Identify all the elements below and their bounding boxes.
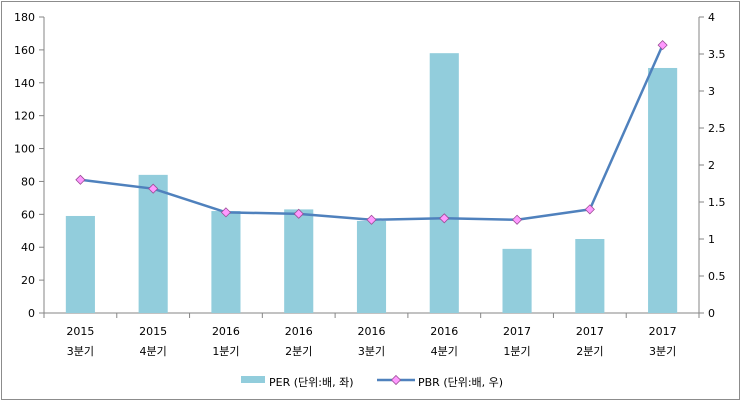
right-tick-label: 4 xyxy=(708,11,715,24)
pbr-marker xyxy=(439,213,450,224)
left-tick-label: 160 xyxy=(14,44,35,57)
x-label-quarter: 3분기 xyxy=(67,345,94,358)
left-tick-label: 40 xyxy=(21,241,35,254)
per-bar xyxy=(648,67,678,313)
x-label-year: 2015 xyxy=(66,325,94,338)
legend-marker-pbr xyxy=(390,374,402,386)
pbr-marker xyxy=(366,214,377,225)
x-label-year: 2015 xyxy=(139,325,167,338)
x-label-quarter: 3분기 xyxy=(358,345,385,358)
per-bar xyxy=(65,215,95,313)
x-label-quarter: 1분기 xyxy=(503,345,530,358)
x-label-year: 2016 xyxy=(212,325,240,338)
left-tick-label: 180 xyxy=(14,11,35,24)
right-tick-label: 2.5 xyxy=(708,122,726,135)
left-tick-label: 100 xyxy=(14,143,35,156)
left-tick-label: 140 xyxy=(14,77,35,90)
right-tick-label: 2 xyxy=(708,159,715,172)
x-label-year: 2016 xyxy=(285,325,313,338)
pbr-marker xyxy=(148,183,159,194)
right-tick-label: 1 xyxy=(708,233,715,246)
per-bar xyxy=(575,239,605,313)
per-bar xyxy=(211,211,241,313)
right-tick-label: 1.5 xyxy=(708,196,726,209)
pbr-line xyxy=(80,44,664,222)
left-tick-label: 60 xyxy=(21,208,35,221)
per-bar xyxy=(284,209,314,313)
legend-label-per: PER (단위:배, 좌) xyxy=(269,376,354,389)
per-bar xyxy=(502,248,532,313)
x-label-quarter: 3분기 xyxy=(649,345,676,358)
x-label-quarter: 4분기 xyxy=(431,345,458,358)
left-tick-label: 120 xyxy=(14,110,35,123)
left-tick-label: 80 xyxy=(21,175,35,188)
left-tick-label: 20 xyxy=(21,274,35,287)
legend-label-pbr: PBR (단위:배, 우) xyxy=(418,376,503,389)
per-bar xyxy=(138,174,168,313)
right-tick-label: 3.5 xyxy=(708,48,726,61)
x-label-year: 2016 xyxy=(430,325,458,338)
x-label-year: 2017 xyxy=(576,325,604,338)
right-tick-label: 3 xyxy=(708,85,715,98)
x-label-quarter: 1분기 xyxy=(212,345,239,358)
pbr-marker xyxy=(220,207,232,218)
pbr-marker xyxy=(584,204,595,215)
right-tick-label: 0 xyxy=(708,307,715,320)
x-label-year: 2017 xyxy=(503,325,531,338)
pbr-marker xyxy=(511,214,523,225)
left-tick-label: 0 xyxy=(28,307,35,320)
pbr-marker xyxy=(75,174,86,185)
x-label-quarter: 4분기 xyxy=(140,345,167,358)
chart-svg: 0 20 40 60 80 100 120 140 160 180 0 0.5 1 1.5 2 2.5 3 3.5… xyxy=(14,11,726,389)
right-tick-label: 0.5 xyxy=(708,270,726,283)
per-bar xyxy=(429,53,459,314)
per-bar xyxy=(356,220,387,313)
x-label-quarter: 2분기 xyxy=(576,345,603,358)
pbr-marker xyxy=(293,208,304,219)
pbr-marker xyxy=(657,40,668,51)
x-label-quarter: 2분기 xyxy=(285,345,312,358)
legend-swatch-per xyxy=(241,376,265,383)
x-label-year: 2016 xyxy=(358,325,386,338)
x-label-year: 2017 xyxy=(649,325,677,338)
